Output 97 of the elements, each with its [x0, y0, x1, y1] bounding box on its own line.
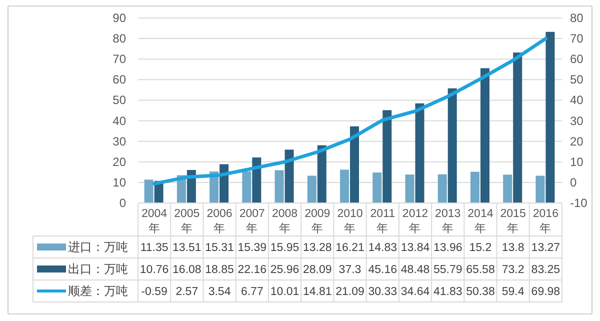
- data-label: 65.58: [466, 264, 495, 276]
- bar: [503, 174, 512, 203]
- y-tick-label: 50: [112, 93, 126, 108]
- data-label: 3.54: [208, 286, 232, 298]
- bar: [546, 32, 555, 203]
- y2-tick-label: -10: [570, 196, 588, 210]
- y2-tick-label: 10: [570, 154, 584, 169]
- x-tick-label: 2013年: [435, 208, 461, 235]
- x-tick-label: 2012年: [402, 208, 428, 235]
- data-label: 59.4: [502, 286, 525, 298]
- data-label: 10.01: [270, 286, 300, 298]
- data-label: 28.09: [302, 264, 332, 276]
- data-label: 13.84: [400, 242, 430, 254]
- data-label: 83.25: [531, 264, 560, 276]
- data-label: 25.96: [270, 264, 300, 276]
- data-label: 10.76: [140, 264, 169, 276]
- data-label: 11.35: [140, 242, 168, 254]
- y2-tick-label: 50: [570, 72, 584, 87]
- x-tick-label: 2006年: [206, 208, 232, 235]
- y-tick-label: 90: [112, 11, 126, 25]
- line-series: [152, 36, 548, 186]
- data-label: 16.21: [336, 242, 364, 254]
- y2-tick-label: 80: [570, 11, 584, 25]
- y-tick-label: 40: [112, 114, 126, 128]
- data-label: 14.81: [302, 286, 332, 298]
- y2-tick-label: 20: [570, 134, 584, 148]
- bar: [405, 174, 414, 203]
- x-tick-label: 2009年: [304, 208, 330, 235]
- data-label: 45.16: [368, 264, 398, 276]
- data-label: 22.16: [238, 264, 267, 276]
- y2-tick-label: 60: [570, 52, 584, 66]
- x-tick-label: 2007年: [239, 208, 265, 235]
- data-label: 13.96: [433, 242, 462, 254]
- data-label: 6.77: [240, 286, 264, 298]
- data-label: 69.98: [531, 286, 560, 298]
- data-label: 48.48: [400, 264, 430, 276]
- y-tick-label: 30: [112, 134, 126, 148]
- y-tick-label: 80: [112, 32, 126, 46]
- bar: [415, 103, 424, 203]
- y-tick-label: 60: [112, 72, 126, 87]
- bar: [252, 157, 262, 203]
- data-label: 15.31: [205, 242, 234, 254]
- data-label: -0.59: [141, 286, 168, 298]
- bar: [513, 52, 522, 203]
- bar: [470, 172, 480, 203]
- y-tick-label: 0: [119, 196, 126, 210]
- y2-tick-label: 40: [570, 93, 584, 108]
- bar: [382, 110, 392, 203]
- x-tick-label: 2016年: [532, 208, 558, 235]
- data-label: 13.28: [302, 242, 332, 254]
- data-label: 37.3: [338, 264, 362, 276]
- data-label: 13.51: [172, 242, 202, 254]
- data-label: 34.64: [400, 286, 430, 298]
- data-label: 2.57: [176, 286, 198, 298]
- bar: [372, 172, 382, 203]
- bar: [317, 145, 326, 203]
- data-label: 30.33: [368, 286, 398, 298]
- data-label: 15.39: [238, 242, 267, 254]
- data-label: 16.08: [172, 264, 202, 276]
- data-label: 15.2: [469, 242, 492, 254]
- data-label: 13.27: [531, 242, 560, 254]
- y-tick-label: 70: [112, 52, 126, 66]
- legend-label: 出口：万吨: [68, 262, 128, 276]
- y2-tick-label: 70: [570, 32, 584, 46]
- data-label: 73.2: [502, 264, 524, 276]
- legend-label: 进口：万吨: [68, 240, 128, 254]
- data-label: 55.79: [433, 264, 462, 276]
- legend-label: 顺差：万吨: [68, 284, 128, 298]
- bar: [307, 176, 316, 203]
- x-tick-label: 2011年: [370, 208, 395, 235]
- data-label: 18.85: [205, 264, 234, 276]
- y-tick-label: 10: [112, 175, 126, 190]
- y2-tick-label: 0: [570, 175, 577, 190]
- x-tick-label: 2010年: [337, 208, 363, 235]
- x-tick-label: 2005年: [174, 208, 200, 235]
- y-tick-label: 20: [112, 154, 126, 169]
- data-label: 15.95: [270, 242, 300, 254]
- bar: [274, 170, 284, 203]
- x-tick-label: 2015年: [500, 208, 526, 235]
- bar: [438, 174, 447, 203]
- bar: [242, 171, 252, 203]
- data-label: 41.83: [433, 286, 462, 298]
- bar: [144, 180, 154, 203]
- bar: [480, 68, 490, 203]
- y2-tick-label: 30: [570, 114, 584, 128]
- bar: [284, 150, 294, 203]
- data-label: 13.8: [502, 242, 524, 254]
- bar: [536, 176, 545, 203]
- data-label: 14.83: [368, 242, 398, 254]
- bar: [340, 170, 349, 203]
- data-label: 50.38: [466, 286, 495, 298]
- bar: [448, 88, 457, 203]
- x-tick-label: 2004年: [142, 208, 168, 235]
- bar: [350, 126, 359, 203]
- x-tick-label: 2008年: [272, 208, 298, 235]
- x-tick-label: 2014年: [468, 208, 494, 235]
- data-label: 21.09: [336, 286, 364, 298]
